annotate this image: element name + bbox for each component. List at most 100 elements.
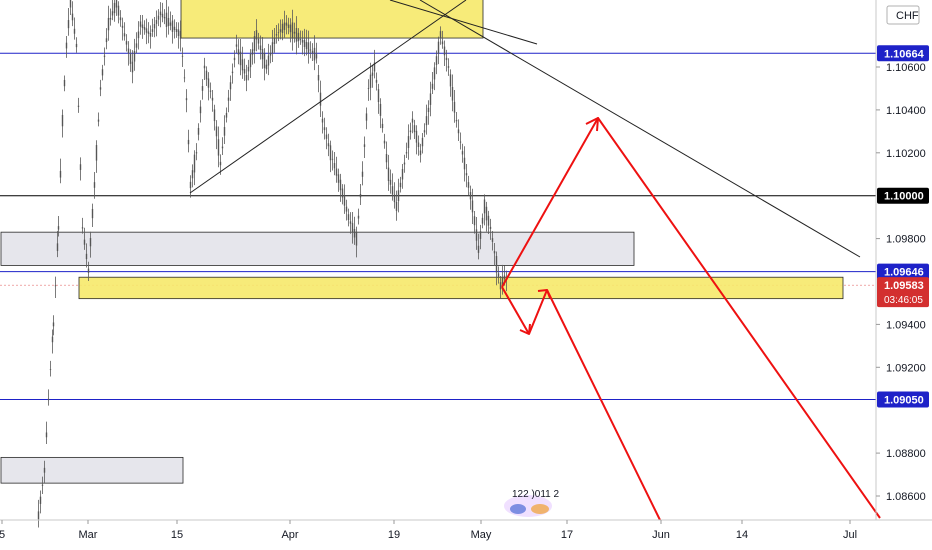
price-badge-text-3: 1.09583 (884, 280, 924, 292)
candle-body-171 (377, 89, 380, 103)
candle-body-167 (369, 74, 372, 88)
candle-body-111 (257, 38, 260, 44)
candle-body-180 (395, 201, 398, 211)
candle-body-211 (457, 129, 460, 134)
candle-body-108 (251, 49, 254, 55)
candle-body-208 (451, 87, 454, 101)
candle-body-142 (319, 92, 322, 106)
candle-body-79 (193, 154, 196, 173)
candle-body-164 (363, 144, 366, 147)
candle-body-114 (263, 52, 266, 69)
x-tick-label-2: 15 (171, 529, 183, 541)
x-tick-label-0: 5 (0, 529, 5, 541)
y-tick-label-7: 1.08600 (886, 491, 926, 503)
candle-body-145 (325, 134, 328, 139)
candle-body-53 (141, 24, 144, 28)
candle-body-58 (151, 29, 154, 32)
candle-body-140 (315, 54, 318, 59)
candle-body-59 (153, 24, 156, 29)
candle-body-22 (79, 164, 82, 170)
currency-label: CHF (886, 5, 920, 25)
candle-body-71 (177, 29, 180, 36)
candle-body-198 (431, 83, 434, 89)
candle-body-227 (489, 226, 492, 229)
candle-body-228 (491, 238, 494, 242)
arrowhead-up (585, 117, 599, 132)
candle-body-94 (223, 127, 226, 136)
candle-body-201 (437, 41, 440, 54)
x-tick-label-3: Apr (281, 529, 298, 541)
candle-body-195 (425, 116, 428, 126)
candle-body-98 (231, 71, 234, 74)
candle-body-147 (329, 145, 332, 161)
candle-body-49 (133, 50, 136, 62)
candle-body-90 (215, 126, 218, 137)
y-tick-label-0: 1.10600 (886, 62, 926, 74)
candle-body-150 (335, 168, 338, 176)
candle-body-185 (405, 152, 408, 154)
candle-body-189 (413, 125, 416, 133)
candle-body-118 (271, 42, 274, 54)
candle-body-209 (453, 101, 456, 113)
x-tick-label-6: 17 (561, 529, 573, 541)
candle-body-56 (147, 31, 150, 34)
candle-body-116 (267, 55, 270, 66)
candle-body-46 (127, 48, 130, 54)
candle-body-183 (401, 169, 404, 180)
candle-body-93 (221, 146, 224, 149)
candle-body-184 (403, 162, 406, 165)
currency-text: CHF (896, 10, 919, 22)
candle-body-96 (227, 97, 230, 101)
candle-body-174 (383, 140, 386, 144)
candle-body-54 (143, 27, 146, 30)
price-badge-3 (877, 277, 929, 308)
candle-body-41 (117, 5, 120, 16)
candle-body-51 (137, 31, 140, 39)
candle-body-124 (283, 22, 286, 30)
candle-body-34 (103, 55, 106, 57)
candle-body-137 (309, 49, 312, 51)
candle-body-92 (219, 161, 222, 166)
candle-body-136 (307, 42, 310, 54)
y-tick-label-6: 1.08800 (886, 448, 926, 460)
candle-body-122 (279, 29, 282, 32)
candle-body-52 (139, 21, 142, 27)
candle-body-0 (37, 511, 40, 520)
arrowhead-down (537, 289, 551, 299)
candle-body-3 (43, 467, 46, 473)
candle-body-139 (313, 47, 316, 61)
candle-body-64 (163, 17, 166, 19)
candle-body-231 (497, 273, 500, 277)
candle-body-17 (69, 0, 72, 8)
candle-body-223 (481, 217, 484, 224)
candle-body-2 (41, 484, 44, 486)
candle-body-215 (465, 173, 468, 176)
candle-body-105 (245, 75, 248, 81)
candle-body-38 (111, 11, 114, 16)
candle-body-62 (159, 11, 162, 16)
candle-body-25 (85, 253, 88, 260)
trend-lines (189, 0, 861, 258)
candle-body-103 (241, 59, 244, 71)
candle-body-187 (409, 130, 412, 133)
candle-body-21 (77, 105, 80, 107)
price-axis: 1.10600 1.10400 1.10200 1.09800 1.09400 1.092… (875, 0, 929, 520)
candle-body-85 (205, 70, 208, 80)
candle-body-119 (273, 38, 276, 45)
candle-body-110 (255, 30, 258, 40)
candle-body-232 (499, 282, 502, 290)
candle-body-218 (471, 200, 474, 213)
candle-body-158 (351, 223, 354, 233)
candle-body-141 (317, 75, 320, 81)
candle-body-160 (355, 231, 358, 246)
candle-body-57 (149, 33, 152, 37)
candle-body-14 (63, 79, 66, 87)
x-tick-label-9: Jul (843, 529, 857, 541)
candle-body-216 (467, 182, 470, 188)
candle-body-197 (429, 93, 432, 105)
candle-body-133 (301, 39, 304, 43)
candle-body-67 (169, 22, 172, 26)
watermark-logo: 122 )011 2 (504, 489, 560, 517)
candle-body-224 (483, 199, 486, 214)
